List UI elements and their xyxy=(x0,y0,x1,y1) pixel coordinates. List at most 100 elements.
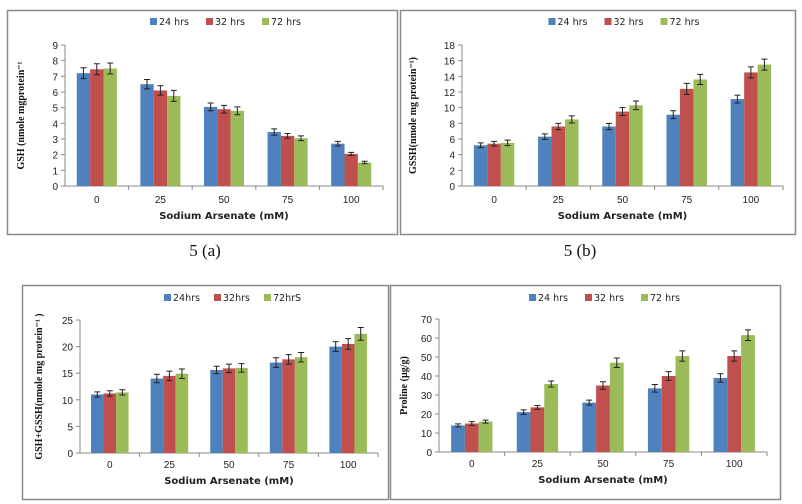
chart-border xyxy=(6,9,399,236)
x-tick-label: 25 xyxy=(155,195,167,206)
bar xyxy=(741,335,755,452)
x-tick-label: 50 xyxy=(597,459,609,470)
bar xyxy=(344,153,358,186)
error-bar xyxy=(600,381,606,390)
y-tick-label: 20 xyxy=(62,343,74,354)
y-tick-label: 7 xyxy=(52,72,58,83)
legend-swatch xyxy=(604,18,612,25)
bar xyxy=(294,357,308,453)
x-axis-title: Sodium Arsenate (mM) xyxy=(164,476,294,487)
bar xyxy=(222,368,236,453)
bar xyxy=(661,376,676,452)
x-tick-label: 50 xyxy=(218,195,230,206)
error-bar xyxy=(226,363,232,374)
y-axis-title: Proline (µg/g) xyxy=(399,356,410,415)
error-bar xyxy=(555,122,562,131)
y-tick-label: 8 xyxy=(52,57,58,68)
legend-label: 24 hrs xyxy=(558,17,588,28)
error-bar xyxy=(548,380,555,388)
error-bar xyxy=(144,78,151,90)
bar xyxy=(609,362,624,452)
figure-caption: 5 (a) xyxy=(189,241,221,260)
chart-panel-2: 0 2 4 6 8 10 12 14 16 18 0 25 50 75 100 24 hrs 32 hrs 72 … xyxy=(399,9,797,236)
x-tick-label: 25 xyxy=(164,460,176,471)
bar xyxy=(167,95,181,186)
x-tick-label: 0 xyxy=(469,459,475,470)
y-tick-label: 20 xyxy=(421,410,433,421)
legend-swatch xyxy=(548,18,556,25)
y-axis-title: GSH+GSSH(nmole mg protein⁻¹ ) xyxy=(34,313,45,459)
y-axis-title: GSH (nmole mgprotein⁻¹ xyxy=(16,61,27,169)
error-bar xyxy=(683,82,690,95)
y-tick-label: 0 xyxy=(449,182,455,193)
bar xyxy=(757,64,772,186)
bar xyxy=(544,383,559,452)
legend-label: 24 hrs xyxy=(159,17,189,28)
error-bar xyxy=(361,160,368,165)
bar xyxy=(744,72,758,186)
bar xyxy=(487,143,501,186)
y-tick-label: 2 xyxy=(52,151,58,162)
legend: 24hrs 32hrs 72hrS xyxy=(164,293,301,304)
error-bar xyxy=(651,384,658,393)
error-bar xyxy=(284,133,291,139)
legend: 24 hrs 32 hrs 72 hrs xyxy=(150,17,301,28)
bar xyxy=(217,109,231,186)
error-bar xyxy=(348,151,355,156)
y-tick-label: 9 xyxy=(52,41,58,52)
bar xyxy=(478,421,493,452)
y-tick-label: 16 xyxy=(444,57,456,68)
bar xyxy=(602,126,616,186)
bar xyxy=(329,346,342,453)
bar xyxy=(210,370,223,453)
x-tick-label: 100 xyxy=(340,460,357,471)
error-bar xyxy=(731,350,738,362)
y-tick-label: 15 xyxy=(62,369,74,380)
legend-label: 72 hrs xyxy=(271,17,301,28)
x-tick-label: 100 xyxy=(343,195,360,206)
y-tick-label: 0 xyxy=(52,182,58,193)
bar xyxy=(565,119,579,186)
bar xyxy=(341,343,355,453)
error-bar xyxy=(665,371,672,381)
bar xyxy=(516,412,531,452)
error-bar xyxy=(586,399,593,406)
y-tick-label: 14 xyxy=(444,72,456,83)
error-bar xyxy=(170,89,177,102)
legend-label: 32 hrs xyxy=(614,17,644,28)
x-tick-label: 75 xyxy=(663,459,675,470)
error-bar xyxy=(679,350,686,362)
x-tick-label: 75 xyxy=(681,195,693,206)
legend-swatch xyxy=(529,294,536,301)
legend-swatch xyxy=(641,294,648,301)
y-tick-label: 5 xyxy=(67,422,73,433)
bar xyxy=(629,105,643,186)
error-bar xyxy=(178,368,185,380)
bar xyxy=(76,73,91,186)
y-tick-label: 4 xyxy=(449,151,455,162)
bar xyxy=(596,385,610,452)
error-bar xyxy=(613,357,620,368)
y-tick-label: 5 xyxy=(52,104,58,115)
error-bar xyxy=(285,354,292,365)
bar xyxy=(473,145,488,186)
legend: 24 hrs 32 hrs 72 hrs xyxy=(548,17,700,28)
error-bar xyxy=(761,58,768,71)
x-tick-label: 0 xyxy=(94,195,100,206)
legend-swatch xyxy=(150,18,157,25)
legend-swatch xyxy=(264,294,271,301)
bar xyxy=(730,99,745,186)
y-tick-label: 1 xyxy=(52,166,58,177)
legend-label: 72 hrs xyxy=(670,17,700,28)
legend-label: 24hrs xyxy=(173,293,200,304)
y-tick-label: 18 xyxy=(444,41,456,52)
error-bar xyxy=(491,140,498,147)
x-tick-label: 75 xyxy=(283,460,295,471)
bar xyxy=(103,393,117,453)
error-bar xyxy=(221,104,227,114)
bar xyxy=(727,356,742,452)
error-bar xyxy=(734,94,741,104)
error-bar xyxy=(297,135,304,142)
y-tick-label: 30 xyxy=(421,391,433,402)
